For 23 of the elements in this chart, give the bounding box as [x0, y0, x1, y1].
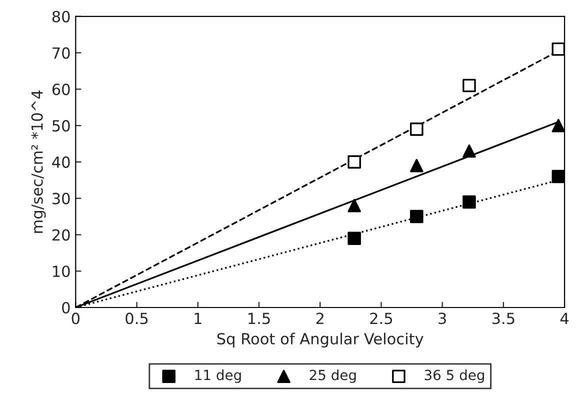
- y-tick-label: 50: [52, 120, 70, 132]
- x-tick-label: 4: [560, 312, 569, 324]
- legend-label: 25 deg: [310, 369, 356, 383]
- x-tick-label: 0.5: [126, 312, 148, 324]
- legend-label: 36 5 deg: [424, 369, 484, 383]
- x-tick-label: 1.5: [248, 312, 270, 324]
- y-tick-label: 10: [53, 266, 70, 278]
- y-tick-label: 40: [52, 156, 70, 168]
- x-tick-label: 2.5: [370, 312, 392, 324]
- y-tick-label: 20: [52, 229, 70, 241]
- y-tick-label: 80: [52, 10, 70, 22]
- y-tick-label: 30: [52, 192, 70, 204]
- x-tick-label: 1: [194, 312, 202, 324]
- x-tick-label: 3.5: [492, 312, 514, 324]
- y-axis-title: mg/sec/cm² *10^4: [31, 90, 46, 233]
- legend-label: 11 deg: [195, 369, 241, 383]
- y-tick-label: 70: [52, 47, 70, 59]
- y-tick-label: 0: [62, 302, 70, 314]
- x-tick-label: 2: [316, 312, 324, 324]
- x-axis-title: Sq Root of Angular Velocity: [217, 332, 424, 348]
- x-tick-label: 0: [72, 312, 80, 324]
- x-tick-label: 3: [438, 312, 446, 324]
- y-tick-label: 60: [52, 84, 70, 96]
